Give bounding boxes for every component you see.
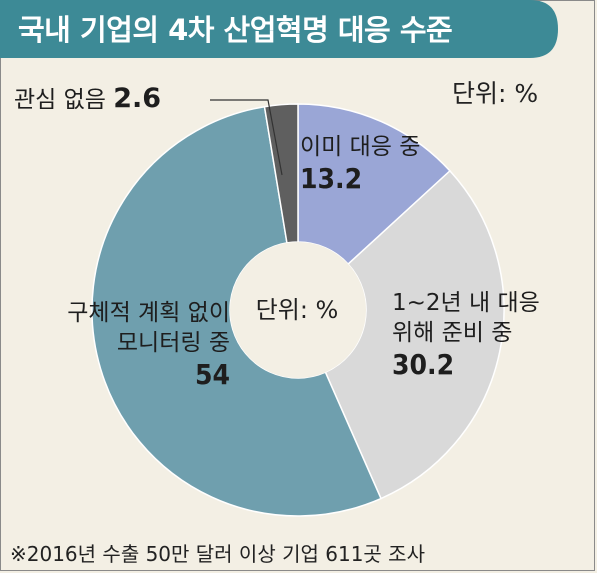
title-banner-shape: [0, 0, 558, 58]
slice-value-no-interest: 2.6: [113, 83, 162, 114]
slice-value-preparing: 30.2: [392, 348, 455, 381]
unit-label-top: 단위: %: [452, 79, 539, 108]
slice-label-monitoring: 구체적 계획 없이 모니터링 중 54: [10, 298, 230, 392]
title-banner: 국내 기업의 4차 산업혁명 대응 수준: [0, 0, 560, 58]
slice-already-responding: [297, 103, 451, 266]
donut-hole: [230, 242, 366, 378]
leader-line-no-interest: [210, 99, 283, 176]
slice-value-already-responding: 13.2: [300, 162, 363, 195]
slice-label-text: 위해 준비 중: [392, 320, 513, 346]
slice-label-already-responding: 이미 대응 중 13.2: [300, 132, 420, 196]
footnote: ※2016년 수출 50만 달러 이상 기업 611곳 조사: [10, 542, 425, 566]
slice-label-text: 1~2년 내 대응: [392, 290, 540, 316]
slice-label-text: 이미 대응 중: [300, 134, 421, 160]
slice-label-no-interest: 관심 없음 2.6: [14, 84, 161, 115]
chart-title: 국내 기업의 4차 산업혁명 대응 수준: [18, 13, 453, 47]
slice-label-text: 관심 없음: [14, 87, 106, 113]
slice-value-monitoring: 54: [194, 358, 230, 391]
slice-label-text: 모니터링 중: [116, 330, 230, 356]
unit-label-center: 단위: %: [255, 296, 339, 324]
slice-label-text: 구체적 계획 없이: [67, 300, 230, 326]
slice-label-preparing: 1~2년 내 대응 위해 준비 중 30.2: [392, 288, 540, 382]
